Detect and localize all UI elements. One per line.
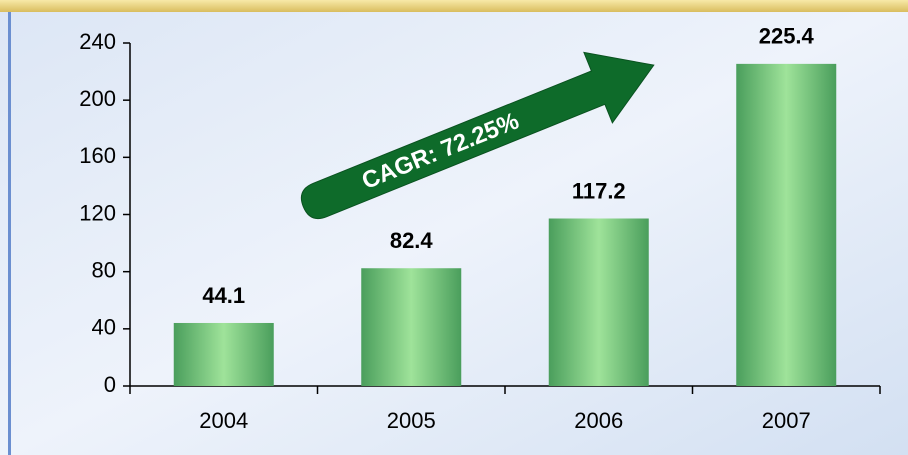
bar [736, 63, 837, 386]
y-tick-label: 160 [79, 143, 116, 168]
top-border [0, 0, 908, 12]
y-tick-label: 120 [79, 200, 116, 225]
x-tick-label: 2005 [387, 408, 436, 433]
data-label: 117.2 [572, 178, 626, 203]
y-tick-label: 40 [92, 315, 116, 340]
y-tick-label: 0 [104, 372, 116, 397]
x-tick-label: 2004 [199, 408, 248, 433]
y-tick-label: 80 [92, 257, 116, 282]
bar [548, 218, 649, 386]
y-tick-label: 240 [79, 29, 116, 54]
x-tick-label: 2007 [762, 408, 811, 433]
y-tick-label: 200 [79, 86, 116, 111]
bar [361, 268, 462, 386]
data-label: 44.1 [202, 283, 245, 308]
data-label: 225.4 [759, 24, 815, 49]
bar [173, 322, 274, 386]
left-border [8, 12, 11, 455]
data-label: 82.4 [390, 228, 434, 253]
arrow-shape [300, 51, 655, 220]
x-tick-label: 2006 [574, 408, 623, 433]
